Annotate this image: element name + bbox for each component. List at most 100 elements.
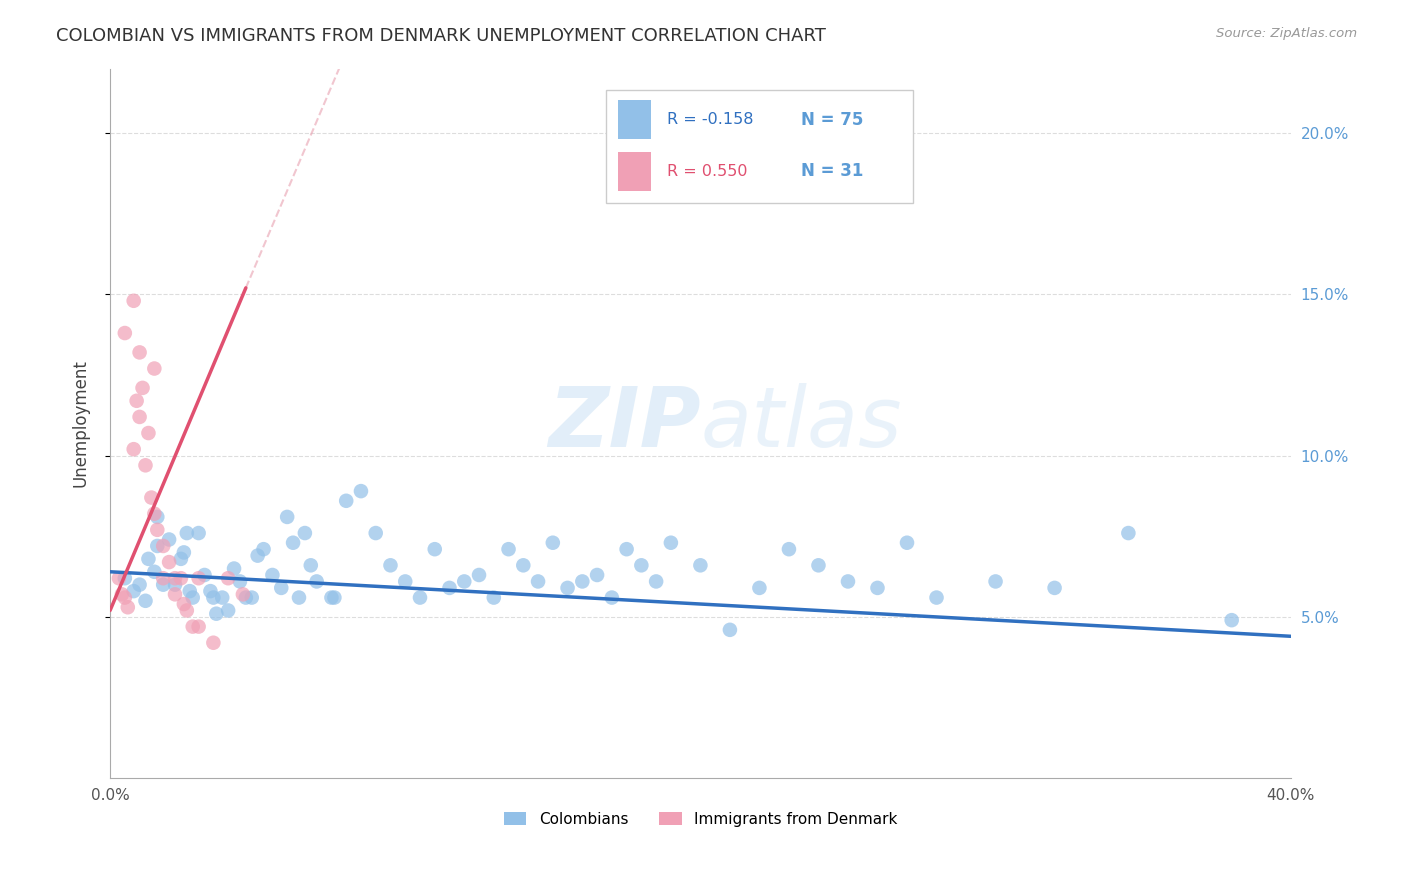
Point (866, 581, 889, 595)
Point (896, 535, 918, 549)
Point (498, 542, 520, 557)
Point (187, 619, 209, 633)
Point (659, 535, 682, 549)
Point (299, 558, 322, 573)
Point (281, 535, 304, 549)
Point (235, 591, 257, 605)
Point (138, 425, 160, 440)
Point (645, 574, 668, 589)
Point (252, 542, 274, 557)
Point (1220, 613, 1243, 627)
Point (128, 409, 150, 424)
Point (163, 577, 186, 591)
Point (141, 491, 163, 505)
Text: R = 0.550: R = 0.550 (668, 164, 748, 179)
Point (143, 361, 166, 376)
Point (173, 597, 195, 611)
Point (122, 584, 145, 599)
Point (111, 587, 134, 601)
Point (229, 574, 252, 589)
Point (807, 558, 830, 573)
Point (482, 591, 505, 605)
Point (163, 571, 186, 585)
Point (131, 381, 153, 395)
Point (146, 510, 169, 524)
Point (240, 591, 263, 605)
Point (163, 587, 186, 601)
Point (128, 345, 150, 359)
Point (187, 526, 209, 541)
Point (380, 558, 402, 573)
Point (193, 568, 215, 582)
Point (288, 591, 311, 605)
Point (453, 574, 475, 589)
Point (200, 584, 222, 599)
Point (512, 558, 534, 573)
Point (170, 571, 193, 585)
Point (527, 574, 550, 589)
Point (128, 577, 150, 591)
Point (925, 591, 948, 605)
Text: ZIP: ZIP (548, 383, 700, 464)
Point (276, 510, 298, 524)
Point (202, 636, 225, 650)
Point (134, 458, 156, 473)
Point (217, 571, 239, 585)
Point (176, 526, 198, 541)
Point (778, 542, 800, 557)
Point (423, 542, 446, 557)
Point (143, 565, 166, 579)
Text: COLOMBIAN VS IMMIGRANTS FROM DENMARK UNEMPLOYMENT CORRELATION CHART: COLOMBIAN VS IMMIGRANTS FROM DENMARK UNE… (56, 27, 827, 45)
Point (152, 539, 174, 553)
Point (117, 600, 139, 615)
Point (181, 591, 204, 605)
Text: N = 31: N = 31 (801, 162, 863, 180)
Text: Source: ZipAtlas.com: Source: ZipAtlas.com (1216, 27, 1357, 40)
Point (321, 591, 343, 605)
Point (541, 535, 564, 549)
Point (122, 442, 145, 457)
Point (294, 526, 316, 541)
Point (394, 574, 416, 589)
Point (689, 558, 711, 573)
Point (305, 574, 328, 589)
Point (114, 571, 136, 585)
Point (176, 603, 198, 617)
Point (1118, 526, 1140, 541)
Point (350, 484, 373, 499)
Point (108, 571, 131, 585)
Point (157, 555, 180, 569)
Point (125, 393, 148, 408)
Point (157, 533, 180, 547)
Text: N = 75: N = 75 (801, 111, 863, 128)
Point (152, 571, 174, 585)
Legend: Colombians, Immigrants from Denmark: Colombians, Immigrants from Denmark (496, 804, 905, 834)
Point (323, 591, 346, 605)
Point (600, 591, 623, 605)
Point (122, 293, 145, 308)
Text: atlas: atlas (700, 383, 903, 464)
Point (143, 507, 166, 521)
Point (205, 607, 228, 621)
Point (409, 591, 432, 605)
Point (114, 591, 136, 605)
Point (571, 574, 593, 589)
Point (246, 549, 269, 563)
Point (748, 581, 770, 595)
Point (837, 574, 859, 589)
Point (984, 574, 1007, 589)
Point (222, 561, 245, 575)
Point (718, 623, 741, 637)
Point (586, 568, 609, 582)
Point (335, 493, 357, 508)
Point (173, 545, 195, 559)
Bar (617, 152, 651, 191)
Point (170, 552, 193, 566)
Point (181, 619, 204, 633)
Point (217, 603, 239, 617)
Point (468, 568, 491, 582)
Point (202, 591, 225, 605)
Point (146, 539, 169, 553)
Point (114, 326, 136, 340)
Point (557, 581, 579, 595)
